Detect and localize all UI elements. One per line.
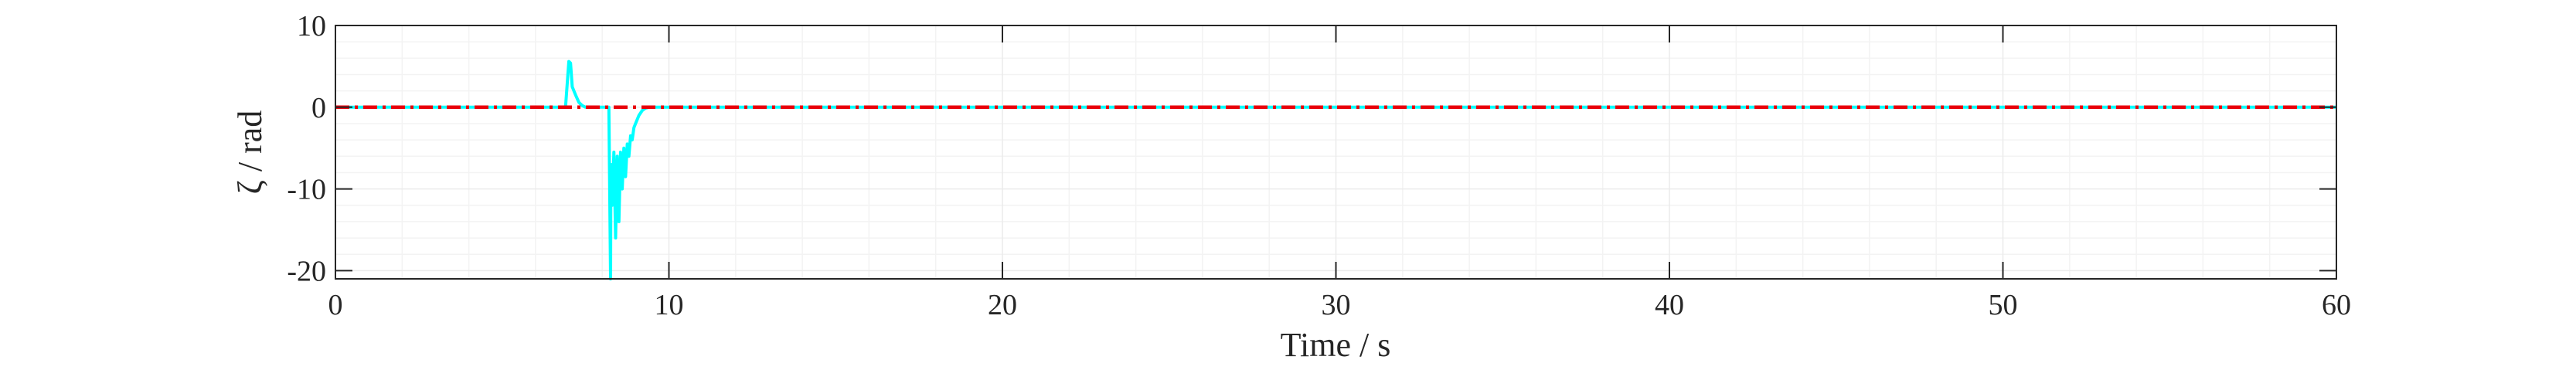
x-tick-label: 10 xyxy=(655,289,684,321)
y-tick-label: 10 xyxy=(297,10,326,42)
x-tick-label: 0 xyxy=(328,289,343,321)
series-line-1 xyxy=(335,59,2336,280)
y-axis-title: ζ / rad xyxy=(231,110,269,195)
x-tick-label: 50 xyxy=(1989,289,2018,321)
x-tick-label: 60 xyxy=(2322,289,2351,321)
ticks-layer: 0 10 20 30 40 50 60 -20 -10 0 10 xyxy=(287,10,2351,321)
x-axis-title: Time / s xyxy=(1281,326,1391,364)
x-tick-label: 40 xyxy=(1655,289,1684,321)
x-tick-label: 30 xyxy=(1322,289,1351,321)
y-tick-label: -20 xyxy=(287,255,326,287)
y-tick-label: -10 xyxy=(287,174,326,206)
series-layer xyxy=(335,59,2336,280)
x-tick-label: 20 xyxy=(988,289,1017,321)
y-tick-label: 0 xyxy=(311,92,326,124)
